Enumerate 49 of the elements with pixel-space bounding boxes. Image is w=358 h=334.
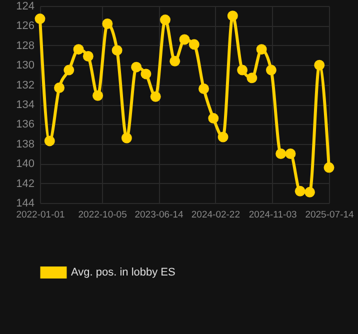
point [208,113,219,124]
y-tick-label: 128 [16,40,34,52]
point [160,14,170,26]
point [218,132,228,142]
y-tick-label: 130 [16,60,34,72]
point [276,148,286,159]
y-tick-label: 144 [16,198,34,210]
point [314,60,325,70]
point [256,44,267,55]
point [44,136,55,146]
point [285,148,296,159]
point [150,91,161,102]
x-tick-label: 2024-11-03 [248,210,297,220]
y-tick-label: 134 [16,99,34,111]
y-tick-label: 136 [16,118,34,131]
x-tick-label: 2022-01-01 [16,210,65,220]
y-tick-label: 132 [16,79,34,92]
x-tick-label: 2025-07-14 [305,210,354,220]
point [112,45,122,56]
point [246,72,258,84]
y-tick-label: 140 [16,158,34,170]
point [324,162,334,173]
point [198,84,210,94]
point [304,186,315,198]
point [54,82,65,93]
point [266,64,276,76]
point [237,64,248,76]
point [121,132,132,144]
point [102,18,113,29]
point [227,10,238,22]
point [92,90,104,101]
x-tick-label: 2023-06-14 [134,210,184,220]
point [34,14,46,24]
point [170,56,180,66]
point [294,186,306,196]
y-tick-label: 126 [16,20,34,32]
point [64,64,74,76]
x-tick-label: 2022-10-05 [78,210,127,220]
point [140,68,152,80]
point [82,51,94,62]
point [179,34,190,45]
point [73,44,84,55]
point [131,62,142,72]
point [188,39,200,50]
x-tick-label: 2024-02-22 [191,210,240,220]
y-tick-label: 142 [16,178,34,190]
y-tick-label: 124 [16,0,34,12]
legend-label: Avg. pos. in lobby ES [71,266,176,278]
y-tick-label: 138 [16,138,34,150]
